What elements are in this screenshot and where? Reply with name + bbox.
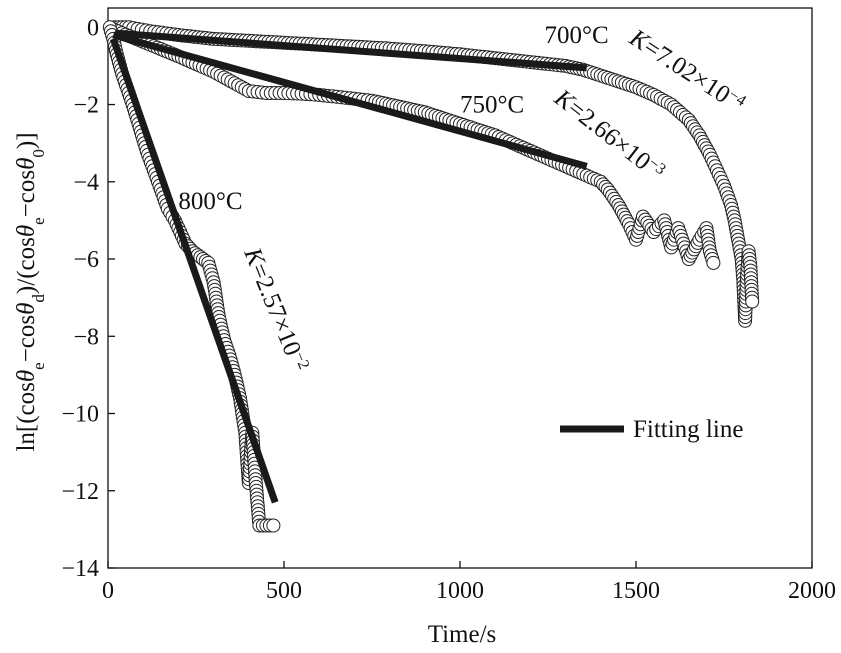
fitting-lines <box>109 29 588 504</box>
y-tick-label: −14 <box>61 556 99 582</box>
data-point <box>745 294 760 309</box>
temperature-label: 700°C <box>544 22 608 49</box>
rate-constant-value: =2.57×10 <box>245 260 306 360</box>
y-axis-title-part: e <box>29 362 48 370</box>
y-axis-title-part: −cos <box>13 315 40 362</box>
y-axis-title-part: )] <box>13 132 40 149</box>
y-axis-title-part: ln[(cos <box>13 382 40 451</box>
x-tick-label: 0 <box>102 578 114 604</box>
x-tick-label: 1000 <box>436 578 484 604</box>
y-tick-label: −6 <box>73 247 99 273</box>
temperature-label: 750°C <box>460 91 524 118</box>
y-tick-label: −4 <box>73 170 99 196</box>
temperature-label: 800°C <box>178 188 242 215</box>
y-axis-title-part: θ <box>13 158 40 170</box>
fit-line-700c <box>114 29 587 72</box>
x-axis-title: Time/s <box>428 621 497 648</box>
rate-constant-label: K=7.02×10−4 <box>624 23 749 118</box>
fit-line-750c <box>112 31 588 170</box>
rate-constant-exponent: −2 <box>291 349 313 371</box>
axis-tick-labels: 0 500 1000 1500 2000 0 −2 −4 −6 −8 −10 −12 −14 <box>61 15 836 604</box>
legend: Fitting line <box>560 416 743 443</box>
y-tick-label: −12 <box>61 479 99 505</box>
y-axis-title-part: θ <box>13 225 40 237</box>
rate-constant-label: K=2.57×10−2 <box>238 243 313 375</box>
data-point <box>266 518 281 533</box>
y-tick-label: 0 <box>87 15 99 41</box>
data-markers <box>102 20 760 533</box>
y-axis-title-part: 0 <box>29 149 48 158</box>
rate-constant-exponent: −3 <box>645 154 669 178</box>
x-tick-label: 1500 <box>612 578 660 604</box>
y-axis-title: ln[(cosθe−cosθd)/(cosθe−cosθ0)] <box>13 132 48 451</box>
legend-label: Fitting line <box>633 416 743 443</box>
y-tick-label: −8 <box>73 324 99 350</box>
y-axis-title-part: θ <box>13 303 40 315</box>
y-axis-title-part: d <box>29 294 48 303</box>
x-tick-label: 2000 <box>788 578 836 604</box>
data-point <box>706 255 721 270</box>
x-tick-label: 500 <box>266 578 302 604</box>
y-tick-label: −10 <box>61 402 99 428</box>
y-tick-label: −2 <box>73 93 99 119</box>
y-axis-title-part: θ <box>13 370 40 382</box>
y-axis-title-part: e <box>29 217 48 225</box>
y-axis-title-part: )/(cos <box>13 237 40 294</box>
axis-ticks <box>107 26 813 569</box>
rate-constant-exponent: −4 <box>726 86 750 110</box>
fit-line-800c <box>109 37 279 504</box>
y-axis-title-part: −cos <box>13 170 40 217</box>
